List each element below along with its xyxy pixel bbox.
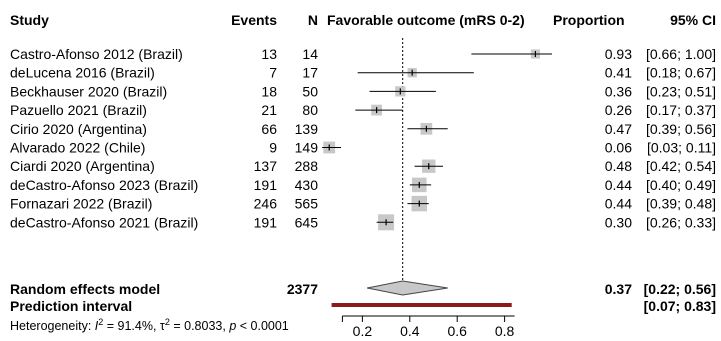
study-n: 17 xyxy=(302,65,318,81)
study-events: 13 xyxy=(261,46,277,62)
x-tick-label: 0.6 xyxy=(447,323,467,339)
study-rows: Castro-Afonso 2012 (Brazil) 13 14 0.93 [0.66… xyxy=(10,46,716,230)
header-proportion: Proportion xyxy=(553,12,625,28)
header-ci: 95% CI xyxy=(670,12,716,28)
prediction-interval-label: Prediction interval xyxy=(10,298,132,314)
study-n: 645 xyxy=(295,214,319,230)
tau-exponent: 2 xyxy=(165,317,170,327)
study-name: deCastro-Afonso 2023 (Brazil) xyxy=(10,177,198,193)
study-name: deCastro-Afonso 2021 (Brazil) xyxy=(10,214,198,230)
study-proportion: 0.41 xyxy=(605,65,632,81)
study-n: 14 xyxy=(302,46,318,62)
tau-symbol: τ xyxy=(160,319,165,333)
study-ci: [0.23; 0.51] xyxy=(646,83,716,99)
study-name: Fornazari 2022 (Brazil) xyxy=(10,196,152,212)
study-name: Cirio 2020 (Argentina) xyxy=(10,121,147,137)
study-name: Ciardi 2020 (Argentina) xyxy=(10,158,155,174)
p-symbol: p xyxy=(228,319,236,333)
study-name: Alvarado 2022 (Chile) xyxy=(10,140,145,156)
study-n: 430 xyxy=(295,177,319,193)
study-events: 9 xyxy=(269,140,277,156)
study-events: 191 xyxy=(254,214,278,230)
study-name: Beckhauser 2020 (Brazil) xyxy=(10,83,167,99)
study-proportion: 0.06 xyxy=(605,140,632,156)
header-study: Study xyxy=(10,12,49,28)
prediction-interval-bar xyxy=(331,303,512,307)
heterogeneity-text: Heterogeneity: I2 = 91.4%, τ2 = 0.8033, … xyxy=(10,317,289,333)
study-name: Pazuello 2021 (Brazil) xyxy=(10,102,147,118)
random-effects-label: Random effects model xyxy=(10,281,160,297)
prediction-interval-ci: [0.07; 0.83] xyxy=(644,298,716,314)
study-events: 7 xyxy=(269,65,277,81)
header-outcome: Favorable outcome (mRS 0-2) xyxy=(327,12,525,28)
x-axis-title: Proportion xyxy=(401,338,466,341)
header-events: Events xyxy=(231,12,277,28)
study-n: 80 xyxy=(302,102,318,118)
study-ci: [0.26; 0.33] xyxy=(646,214,716,230)
random-effects-diamond xyxy=(367,280,448,296)
study-ci: [0.40; 0.49] xyxy=(646,177,716,193)
study-events: 66 xyxy=(261,121,277,137)
study-proportion: 0.26 xyxy=(605,102,632,118)
study-n: 288 xyxy=(295,158,319,174)
study-events: 18 xyxy=(261,83,277,99)
study-ci: [0.39; 0.56] xyxy=(646,121,716,137)
study-ci: [0.66; 1.00] xyxy=(646,46,716,62)
study-proportion: 0.44 xyxy=(605,196,632,212)
x-tick-label: 0.2 xyxy=(353,323,373,339)
study-events: 21 xyxy=(261,102,277,118)
plot-area: 0.2 0.4 0.6 0.8 Proportion xyxy=(322,38,552,341)
study-n: 565 xyxy=(295,196,319,212)
random-effects-n: 2377 xyxy=(287,281,318,297)
tau-value: = 0.8033, xyxy=(170,319,229,333)
study-proportion: 0.47 xyxy=(605,121,632,137)
study-ci: [0.39; 0.48] xyxy=(646,196,716,212)
study-n: 139 xyxy=(295,121,319,137)
random-effects-proportion: 0.37 xyxy=(605,281,632,297)
study-events: 137 xyxy=(254,158,278,174)
study-proportion: 0.36 xyxy=(605,83,632,99)
study-events: 191 xyxy=(254,177,278,193)
study-n: 50 xyxy=(302,83,318,99)
study-name: Castro-Afonso 2012 (Brazil) xyxy=(10,46,183,62)
study-proportion: 0.48 xyxy=(605,158,632,174)
i2-value: = 91.4%, xyxy=(103,319,160,333)
study-events: 246 xyxy=(254,196,278,212)
study-ci: [0.17; 0.37] xyxy=(646,102,716,118)
i2-exponent: 2 xyxy=(98,317,103,327)
x-tick-label: 0.4 xyxy=(400,323,420,339)
study-n: 149 xyxy=(295,140,319,156)
study-proportion: 0.93 xyxy=(605,46,632,62)
study-proportion: 0.44 xyxy=(605,177,632,193)
i2-symbol: I xyxy=(95,319,99,333)
study-ci: [0.03; 0.11] xyxy=(647,140,716,156)
study-ci: [0.18; 0.67] xyxy=(646,65,716,81)
header-n: N xyxy=(308,12,318,28)
study-proportion: 0.30 xyxy=(605,214,632,230)
study-name: deLucena 2016 (Brazil) xyxy=(10,65,155,81)
heterogeneity-prefix: Heterogeneity: xyxy=(10,319,95,333)
x-tick-label: 0.8 xyxy=(495,323,515,339)
p-value: < 0.0001 xyxy=(236,319,289,333)
study-ci: [0.42; 0.54] xyxy=(646,158,716,174)
random-effects-ci: [0.22; 0.56] xyxy=(644,281,716,297)
